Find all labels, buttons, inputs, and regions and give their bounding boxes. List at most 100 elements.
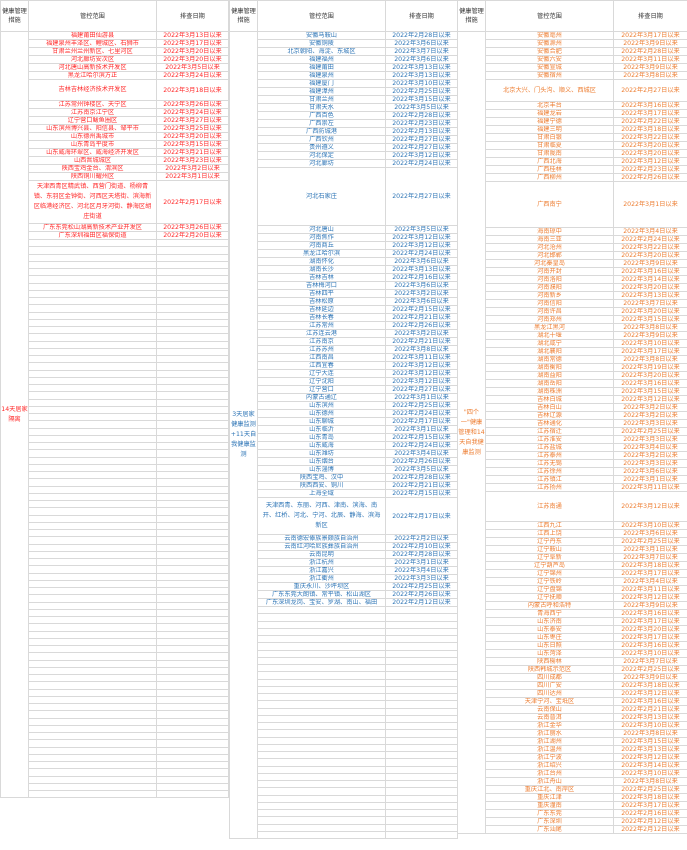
date-cell: 2022年2月13日以来 — [385, 127, 458, 136]
table-row: 浙江金华 2022年3月10日以来 — [458, 721, 687, 730]
date-cell: 2022年3月1日以来 — [613, 545, 687, 554]
scope-cell: 江苏无锡 — [485, 459, 614, 468]
date-cell: 2022年3月7日以来 — [613, 553, 687, 562]
date-cell: 2022年2月24日以来 — [385, 409, 458, 418]
date-cell: 2022年3月6日以来 — [385, 39, 458, 48]
table-row — [1, 789, 229, 799]
scope-cell — [257, 823, 386, 832]
scope-cell — [28, 782, 157, 792]
table-row: 3天居家健康监测+11天自我健康监测 安徽马鞍山 2022年2月28日以来 — [229, 31, 458, 839]
scope-cell: 河南濮阳 — [485, 283, 614, 292]
date-cell: 2022年3月4日以来 — [385, 566, 458, 575]
date-cell — [156, 760, 229, 770]
date-cell — [385, 750, 458, 760]
scope-cell: 山东青岛平度市 — [28, 140, 157, 149]
date-cell: 2022年3月18日以来 — [613, 793, 687, 802]
scope-cell: 黑龙江哈尔滨 — [257, 249, 386, 258]
table-row: 山东日照 2022年3月16日以来 — [458, 641, 687, 650]
table-row: 江苏徐州 2022年3月6日以来 — [458, 467, 687, 476]
date-cell: 2022年3月4日以来 — [385, 449, 458, 458]
table-row: 福建宁德 2022年2月22日以来 — [458, 117, 687, 126]
date-cell — [156, 238, 229, 248]
scope-cell — [28, 463, 157, 473]
date-cell — [156, 318, 229, 328]
date-cell — [156, 550, 229, 560]
table-row: 吉林延边 2022年2月15日以来 — [230, 305, 458, 314]
date-cell — [156, 586, 229, 596]
table-row: 云南德宏傣族景颇族自治州 2022年2月2日以来 — [230, 534, 458, 543]
table-row — [1, 376, 229, 386]
scope-cell: 安徽宿州 — [485, 71, 614, 80]
scope-cell: 天津西青区精武镇、西营门街道、杨柳青镇、东羽区金钟街、河西区天塔街、滨海新区临港… — [28, 180, 157, 224]
date-cell: 2022年3月15日以来 — [613, 387, 687, 396]
table-row — [1, 521, 229, 531]
table-row: 江西宜春 2022年3月12日以来 — [230, 361, 458, 370]
date-cell: 2022年3月12日以来 — [613, 491, 687, 522]
table-row: 浙江杭州 2022年3月1日以来 — [230, 558, 458, 567]
date-cell: 2022年2月25日以来 — [613, 665, 687, 674]
scope-cell: 福建莆田 — [257, 63, 386, 72]
date-cell: 2022年2月24日以来 — [385, 159, 458, 168]
table-row — [1, 456, 229, 465]
date-cell: 2022年3月20日以来 — [613, 307, 687, 316]
table-row: 河北唐山高新技术开发区 2022年3月5日以来 — [1, 63, 229, 72]
scope-cell: 河北廊坊 — [257, 159, 386, 168]
table-row — [230, 721, 458, 731]
table-row: 山东淄博 2022年3月5日以来 — [230, 465, 458, 474]
date-cell — [156, 536, 229, 545]
table-row: 辽宁盘锦 2022年3月11日以来 — [458, 585, 687, 594]
date-cell: 2022年3月18日以来 — [613, 561, 687, 570]
scope-cell: 吉林吉林 — [257, 273, 386, 282]
date-cell — [385, 729, 458, 738]
date-cell: 2022年2月20日以来 — [156, 231, 229, 240]
scope-cell: 上海全域 — [257, 489, 386, 498]
date-cell: 2022年3月14日以来 — [613, 761, 687, 770]
table-row: 安徽滁州 2022年3月9日以来 — [458, 39, 687, 48]
scope-cell: 甘肃兰州 — [257, 95, 386, 104]
date-cell: 2022年3月9日以来 — [613, 601, 687, 610]
date-cell — [385, 613, 458, 622]
table-row — [1, 333, 229, 342]
scope-cell — [28, 528, 157, 538]
date-cell: 2022年3月3日以来 — [613, 419, 687, 428]
table-row — [1, 601, 229, 610]
date-cell: 2022年3月16日以来 — [613, 101, 687, 110]
table-row: 河南许昌 2022年3月20日以来 — [458, 307, 687, 316]
date-cell: 2022年3月13日以来 — [156, 31, 229, 40]
date-cell — [385, 707, 458, 716]
date-cell — [156, 427, 229, 436]
scope-cell: 河北邯郸 — [485, 251, 614, 260]
date-cell: 2022年3月11日以来 — [385, 353, 458, 362]
table-row — [230, 707, 458, 716]
table-row — [230, 779, 458, 789]
date-cell: 2022年3月8日以来 — [385, 345, 458, 354]
date-cell — [385, 656, 458, 666]
scope-cell: 河南洛阳 — [485, 275, 614, 284]
date-cell — [156, 775, 229, 784]
table-row: 四川成都 2022年3月9日以来 — [458, 673, 687, 682]
scope-cell: 广东深圳 — [485, 817, 614, 826]
table-row: 江苏镇江 2022年3月1日以来 — [458, 475, 687, 484]
header-mgmt: 健康管理措施 — [229, 0, 258, 32]
date-cell: 2022年3月27日以来 — [156, 116, 229, 125]
date-cell — [385, 685, 458, 695]
date-cell: 2022年3月5日以来 — [156, 63, 229, 72]
table-row: 广西钦州 2022年2月27日以来 — [230, 135, 458, 144]
table-row — [1, 499, 229, 509]
date-cell — [156, 246, 229, 255]
table-row: 辽宁丹东 2022年2月25日以来 — [458, 537, 687, 546]
scope-cell: 河北廊坊安次区 — [28, 55, 157, 64]
table-row: 湖北襄阳 2022年3月17日以来 — [458, 347, 687, 356]
date-cell — [385, 808, 458, 818]
scope-cell: 山东青岛 — [257, 433, 386, 442]
table-row: 浙江丽水 2022年3月8日以来 — [458, 729, 687, 738]
table-row: 河北廊坊安次区 2022年3月20日以来 — [1, 55, 229, 64]
date-cell: 2022年3月19日以来 — [613, 363, 687, 372]
scope-cell — [28, 579, 157, 589]
scope-cell — [28, 789, 157, 799]
table-row: 北京大兴、门头沟、顺义、西城区 2022年2月27日以来 — [458, 79, 687, 102]
date-cell: 2022年3月1日以来 — [385, 393, 458, 402]
table-row: 福建莆田 2022年3月13日以来 — [230, 63, 458, 72]
table-row: 山西晋城城区 2022年3月23日以来 — [1, 156, 229, 165]
table-row: 浙江温州 2022年3月13日以来 — [458, 745, 687, 754]
